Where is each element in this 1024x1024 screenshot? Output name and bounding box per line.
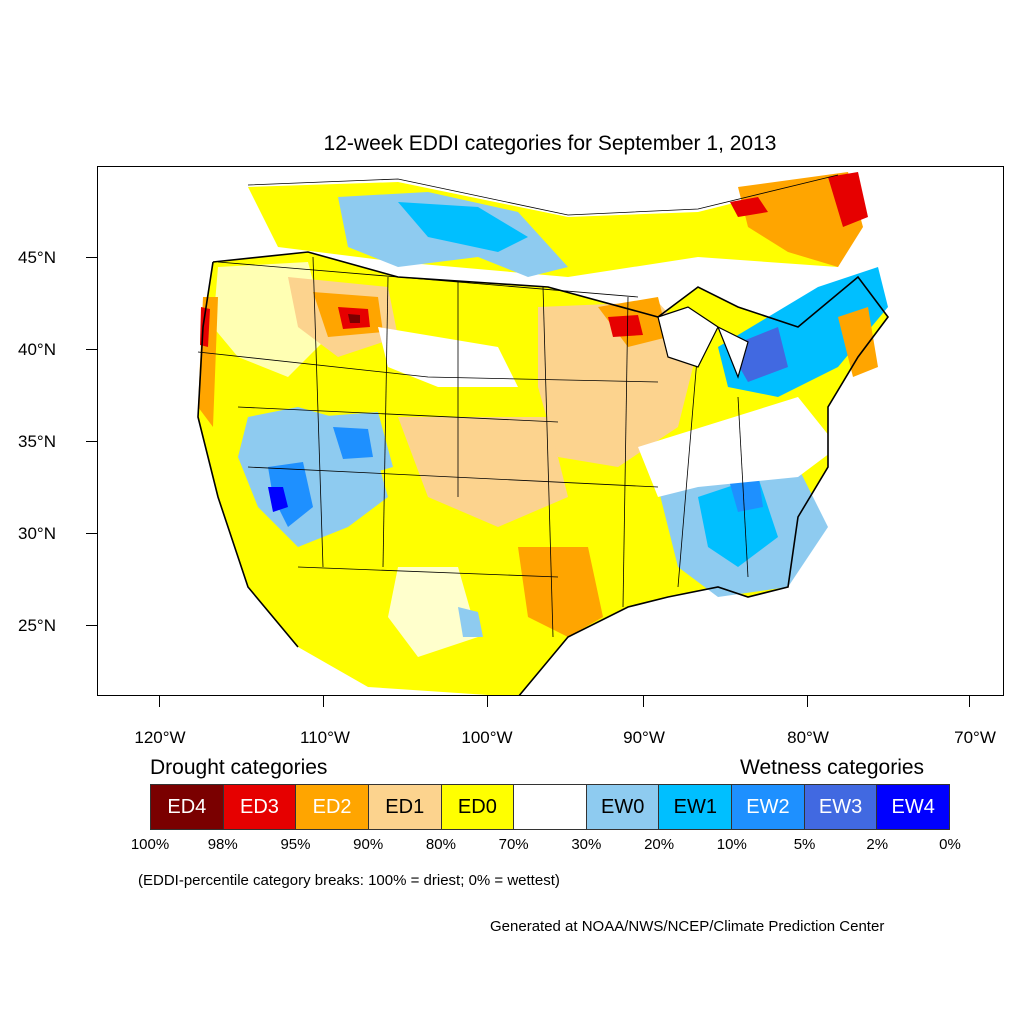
lat-tick [86,625,97,627]
category-legend: ED4 ED3 ED2 ED1 ED0 EW0 EW1 EW2 EW3 EW4 [150,784,950,830]
percent-break-label: 2% [866,836,889,853]
lat-tick [86,533,97,535]
drought-heading: Drought categories [150,756,328,779]
region-southwest-wet-core [268,462,313,527]
legend-cell-ed2: ED2 [296,785,369,829]
region-south-texas-white [388,567,478,657]
category-note: (EDDI-percentile category breaks: 100% =… [138,872,560,889]
lon-tick [487,696,489,707]
percent-break-label: 0% [939,836,961,853]
percent-break-label: 90% [353,836,384,853]
legend-cell-ew4: EW4 [877,785,950,829]
legend-cell-ew1: EW1 [659,785,733,829]
percent-break-label: 20% [644,836,675,853]
region-south-texas-wet [458,607,483,637]
legend-cell-ew3: EW3 [804,785,878,829]
legend-cell-ed1: ED1 [368,785,442,829]
lat-tick [86,441,97,443]
lon-tick [807,696,809,707]
lat-tick [86,257,97,259]
lon-label-100w: 100°W [461,728,513,747]
lat-tick [86,349,97,351]
region-great-lakes-wet-core [728,327,788,382]
lon-label-80w: 80°W [787,728,829,747]
lon-tick [323,696,325,707]
lat-label-40: 40°N [18,340,56,359]
region-colorado-wet-core [333,427,373,459]
lon-tick [159,696,161,707]
percent-break-label: 98% [207,836,238,853]
wetness-heading: Wetness categories [740,756,925,779]
great-lakes-outline [657,306,749,379]
lat-label-45: 45°N [18,248,56,267]
region-central-white [378,327,518,387]
lon-tick [643,696,645,707]
lat-label-30: 30°N [18,524,56,543]
state-boundaries [197,256,749,638]
canada-north-edge [247,174,839,216]
region-quebec-extreme [730,197,768,217]
region-canada-wet-core [398,202,528,252]
lon-label-110w: 110°W [300,728,350,747]
region-montana-ed4 [348,314,360,323]
percent-break-label: 95% [280,836,311,853]
lon-label-70w: 70°W [954,728,996,747]
region-new-england-dry [838,307,878,377]
legend-cell-neutral [514,785,587,829]
eddi-map [197,172,889,695]
legend-cell-ew0: EW0 [586,785,660,829]
credit-text: Generated at NOAA/NWS/NCEP/Climate Predi… [490,918,885,935]
map-panel [97,166,1004,696]
lat-label-35: 35°N [18,432,56,451]
map-title: 12-week EDDI categories for September 1,… [323,132,777,155]
legend-cell-ed0: ED0 [441,785,515,829]
us-outline [197,251,889,695]
lat-label-25: 25°N [18,616,56,635]
region-arizona-extreme-wet [268,487,288,512]
lon-label-120w: 120°W [134,728,186,747]
percent-break-label: 70% [498,836,529,853]
region-east-white [638,397,838,497]
legend-cell-ew2: EW2 [732,785,805,829]
region-ontario-dry [738,172,863,267]
percent-break-label: 100% [130,836,170,853]
region-wisconsin-extreme [608,315,643,337]
lon-label-90w: 90°W [623,728,665,747]
legend-cell-ed4: ED4 [151,785,224,829]
region-texas-dry [518,547,603,637]
lon-tick [969,696,971,707]
percent-break-label: 10% [716,836,747,853]
region-plains-dry [398,417,568,527]
percent-break-label: 80% [425,836,456,853]
region-ontario-extreme [828,172,868,227]
percent-break-label: 30% [571,836,602,853]
legend-cell-ed3: ED3 [223,785,297,829]
region-midwest-dry [538,302,698,467]
percent-break-label: 5% [793,836,816,853]
